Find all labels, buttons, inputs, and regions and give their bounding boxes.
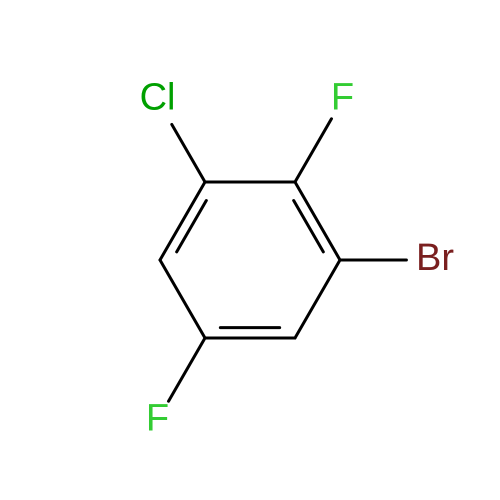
atom-label-cl: Cl [140, 77, 176, 119]
ring-bond [295, 182, 340, 260]
atom-label-f: F [331, 77, 354, 119]
molecule-diagram: F Br F Cl [0, 0, 500, 500]
substituent-bond [172, 124, 205, 182]
ring-bond [160, 260, 205, 338]
substituent-bond [295, 119, 331, 182]
ring-bond [160, 182, 205, 260]
atom-label-br: Br [416, 237, 454, 279]
substituent-bond [169, 338, 205, 401]
atom-label-f: F [146, 397, 169, 439]
ring-bond [295, 260, 340, 338]
